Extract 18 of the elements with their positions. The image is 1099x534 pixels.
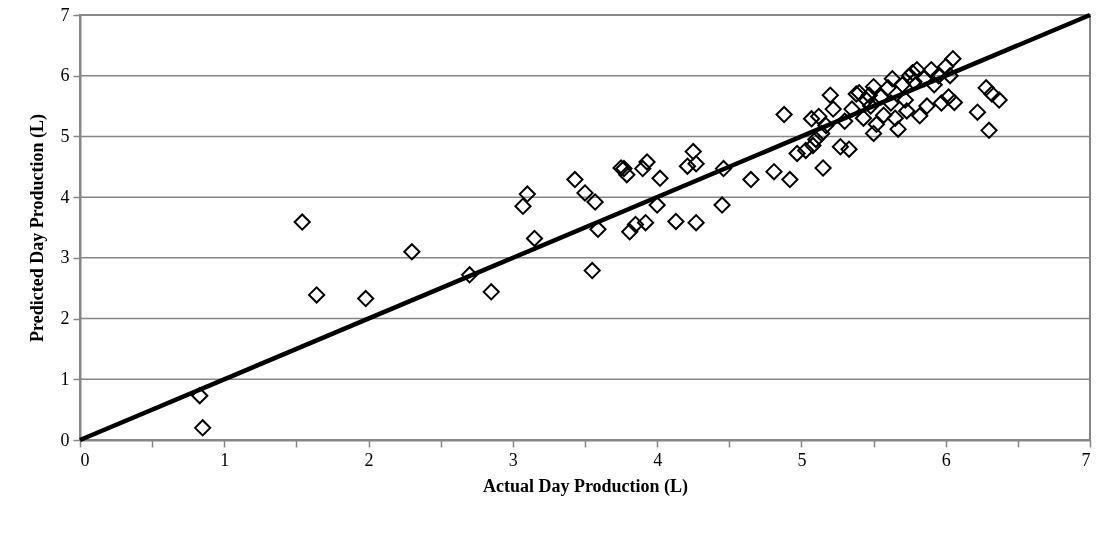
y-axis-title: Predicted Day Production (L) xyxy=(26,114,48,342)
x-tick-label: 2 xyxy=(364,449,374,470)
y-tick-label: 4 xyxy=(60,186,70,207)
y-tick-label: 2 xyxy=(60,308,70,329)
y-tick-label: 7 xyxy=(60,4,70,25)
y-tick-label: 6 xyxy=(60,65,70,86)
x-axis-title: Actual Day Production (L) xyxy=(482,475,689,497)
x-tick-label: 4 xyxy=(653,449,663,470)
y-tick-label: 0 xyxy=(60,429,70,450)
x-tick-label: 5 xyxy=(797,449,807,470)
x-tick-label: 6 xyxy=(941,449,951,470)
x-tick-label: 1 xyxy=(220,449,230,470)
y-tick-label: 3 xyxy=(60,247,70,268)
x-tick-label: 0 xyxy=(80,449,90,470)
y-tick-label: 1 xyxy=(60,368,70,389)
x-tick-label: 7 xyxy=(1081,449,1091,470)
x-tick-label: 3 xyxy=(508,449,518,470)
y-tick-label: 5 xyxy=(60,125,70,146)
